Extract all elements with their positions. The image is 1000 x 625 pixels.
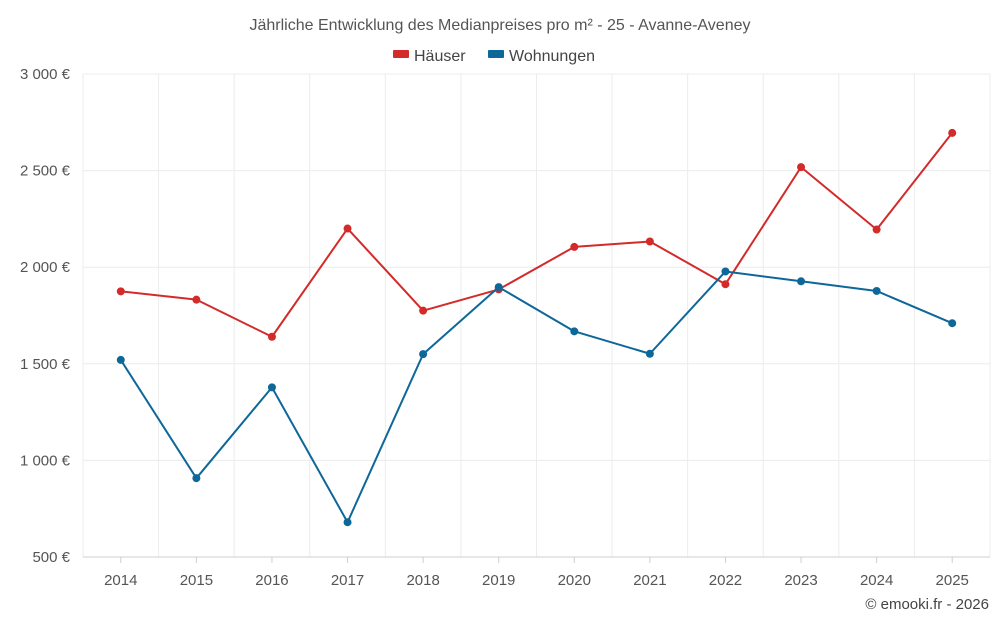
y-tick-label: 500 € (32, 549, 70, 566)
y-tick-label: 2 000 € (20, 259, 71, 276)
data-point-apartments-2019[interactable] (494, 283, 503, 292)
legend-item-apartments[interactable]: Wohnungen (488, 48, 595, 65)
legend-item-houses[interactable]: Häuser (393, 48, 466, 65)
x-tick-label: 2025 (936, 572, 969, 589)
x-tick-label: 2020 (558, 572, 591, 589)
data-point-apartments-2025[interactable] (948, 319, 957, 328)
data-point-houses-2017[interactable] (343, 224, 352, 233)
x-tick-label: 2015 (180, 572, 213, 589)
y-tick-label: 2 500 € (20, 163, 71, 180)
credit: © emooki.fr - 2026 (865, 596, 989, 613)
x-tick-label: 2017 (331, 572, 364, 589)
data-point-apartments-2016[interactable] (267, 383, 276, 392)
x-tick-label: 2022 (709, 572, 742, 589)
data-point-apartments-2021[interactable] (645, 349, 654, 358)
data-point-apartments-2020[interactable] (570, 327, 579, 336)
series-apartments (116, 267, 957, 527)
data-point-houses-2022[interactable] (721, 280, 730, 289)
series-line-apartments (119, 270, 953, 524)
data-point-apartments-2017[interactable] (343, 518, 352, 527)
data-point-houses-2023[interactable] (797, 163, 806, 172)
y-tick-label: 1 000 € (20, 452, 71, 469)
data-point-apartments-2018[interactable] (419, 350, 428, 359)
x-tick-label: 2023 (784, 572, 817, 589)
data-point-apartments-2022[interactable] (721, 267, 730, 276)
x-tick-label: 2016 (255, 572, 288, 589)
x-tick-label: 2021 (633, 572, 666, 589)
data-point-houses-2014[interactable] (116, 287, 125, 296)
x-tick-label: 2018 (406, 572, 439, 589)
x-tick-label: 2019 (482, 572, 515, 589)
data-point-houses-2018[interactable] (419, 306, 428, 315)
legend-swatch-apartments (488, 50, 504, 58)
data-point-houses-2015[interactable] (192, 295, 201, 304)
legend-swatch-houses (393, 50, 409, 58)
y-tick-label: 1 500 € (20, 356, 71, 373)
data-point-houses-2021[interactable] (645, 237, 654, 246)
x-tick-label: 2014 (104, 572, 137, 589)
data-point-apartments-2015[interactable] (192, 474, 201, 483)
data-point-houses-2024[interactable] (872, 225, 881, 234)
series-line-houses (120, 132, 953, 338)
y-tick-label: 3 000 € (20, 66, 71, 83)
chart-title: Jährliche Entwicklung des Medianpreises … (250, 17, 751, 34)
legend-label-houses: Häuser (414, 48, 466, 65)
data-point-houses-2016[interactable] (267, 332, 276, 341)
y-axis: 500 € 1 000 € 1 500 € 2 000 € 2 500 € 3 000 € (20, 66, 71, 566)
data-point-houses-2020[interactable] (570, 242, 579, 251)
data-point-apartments-2023[interactable] (797, 277, 806, 286)
x-axis: 2014 2015 2016 2017 2018 2019 2020 2021 2022 2023… (83, 556, 990, 589)
grid (82, 73, 991, 557)
data-point-houses-2025[interactable] (948, 128, 957, 137)
data-point-apartments-2024[interactable] (872, 286, 881, 295)
legend-label-apartments: Wohnungen (509, 48, 595, 65)
series-group (116, 128, 957, 527)
data-point-apartments-2014[interactable] (116, 355, 125, 364)
x-tick-label: 2024 (860, 572, 893, 589)
legend: Häuser Wohnungen (393, 48, 595, 65)
